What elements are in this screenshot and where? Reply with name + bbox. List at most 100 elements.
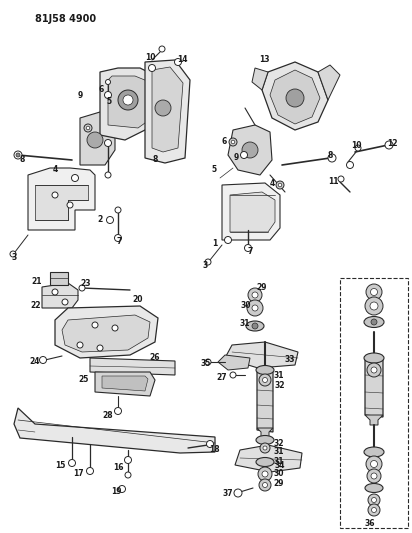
Circle shape [52,192,58,198]
Ellipse shape [256,457,274,466]
Circle shape [262,471,268,477]
Text: 19: 19 [111,487,121,496]
Text: 24: 24 [30,358,40,367]
Polygon shape [318,65,340,100]
Polygon shape [228,125,272,175]
Circle shape [372,507,377,513]
Text: 10: 10 [351,141,361,149]
Polygon shape [55,306,158,358]
Polygon shape [28,168,95,230]
Text: 26: 26 [150,353,160,362]
Circle shape [92,322,98,328]
Circle shape [205,359,211,365]
Circle shape [159,46,165,52]
Circle shape [346,161,353,168]
Text: 15: 15 [55,462,65,471]
Circle shape [370,288,377,295]
Ellipse shape [256,435,274,445]
Circle shape [125,472,131,478]
Circle shape [52,289,58,295]
Text: 9: 9 [77,91,83,100]
Circle shape [338,176,344,182]
Polygon shape [218,355,250,370]
Circle shape [355,145,361,151]
Polygon shape [95,372,155,396]
Polygon shape [100,68,160,140]
Polygon shape [35,185,88,220]
Circle shape [370,461,377,467]
Text: 31: 31 [274,370,284,379]
Circle shape [371,367,377,373]
Text: 9: 9 [233,154,239,163]
Polygon shape [365,358,383,417]
Text: 20: 20 [133,295,143,304]
Circle shape [206,440,213,448]
Text: 6: 6 [98,85,104,94]
Circle shape [87,467,94,474]
Text: 37: 37 [223,489,233,498]
Text: 17: 17 [73,470,83,479]
Circle shape [260,443,270,453]
Polygon shape [270,70,320,124]
Circle shape [230,372,236,378]
Text: 11: 11 [328,177,338,187]
Circle shape [366,456,382,472]
Ellipse shape [246,321,264,331]
Text: 16: 16 [113,464,123,472]
Circle shape [105,92,112,99]
Text: 30: 30 [274,469,284,478]
Circle shape [112,325,118,331]
Text: 28: 28 [103,410,113,419]
Circle shape [262,482,267,488]
Bar [50,272,68,285]
Circle shape [79,285,85,291]
Text: 6: 6 [221,138,227,147]
Circle shape [105,172,111,178]
Text: 34: 34 [275,461,285,470]
Text: 18: 18 [209,445,219,454]
Polygon shape [102,376,148,391]
Circle shape [366,284,382,300]
Circle shape [385,141,393,149]
Polygon shape [252,68,268,90]
Polygon shape [14,408,215,453]
Circle shape [262,377,267,383]
Polygon shape [230,192,275,232]
Circle shape [372,497,377,503]
Circle shape [263,446,267,450]
Circle shape [148,64,155,71]
Text: 7: 7 [116,238,122,246]
Polygon shape [42,283,78,308]
Polygon shape [80,112,115,165]
Text: 22: 22 [31,302,41,311]
Circle shape [259,374,271,386]
Circle shape [367,363,381,377]
Polygon shape [257,428,273,438]
Circle shape [258,467,272,481]
Text: 8: 8 [19,156,25,165]
Text: 33: 33 [285,356,295,365]
Text: 5: 5 [106,98,112,107]
Circle shape [84,124,92,132]
Text: 13: 13 [259,55,269,64]
Text: 27: 27 [217,373,227,382]
Circle shape [119,486,126,492]
Text: 8: 8 [327,150,332,159]
Text: 25: 25 [79,376,89,384]
Circle shape [67,202,73,208]
Circle shape [14,151,22,159]
Circle shape [72,174,79,182]
Text: 1: 1 [212,238,218,247]
Circle shape [367,469,381,483]
Text: 31: 31 [240,319,250,328]
Text: 32: 32 [274,439,284,448]
Circle shape [68,459,75,466]
Text: 36: 36 [365,520,375,529]
Polygon shape [222,183,280,240]
Text: 4: 4 [269,179,275,188]
Circle shape [252,323,258,329]
Circle shape [124,456,131,464]
Text: 32: 32 [275,381,285,390]
Circle shape [155,100,171,116]
Circle shape [97,345,103,351]
